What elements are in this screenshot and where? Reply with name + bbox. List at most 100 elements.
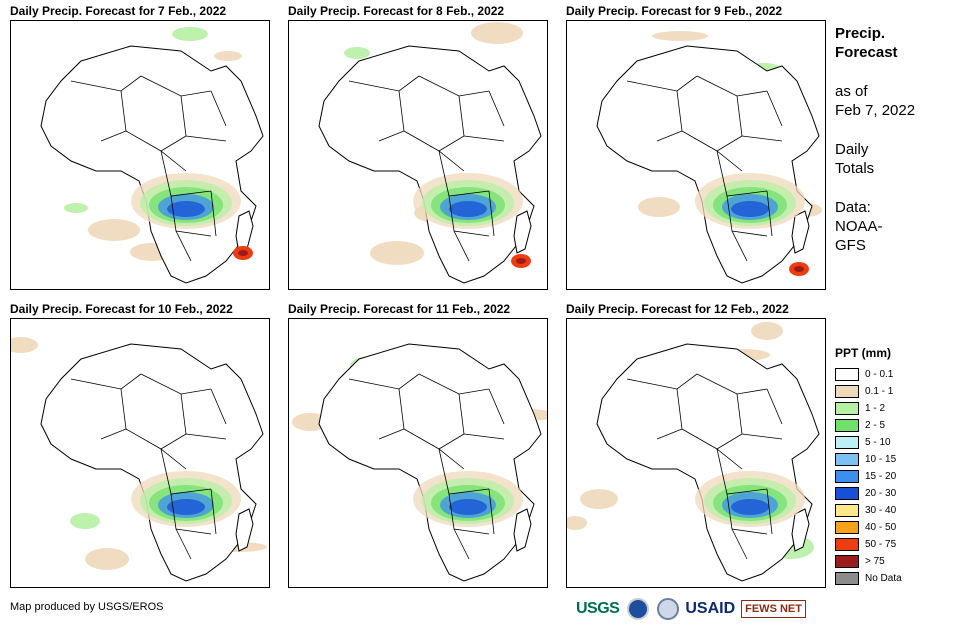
legend-title: PPT (mm) (835, 346, 892, 360)
legend-item: 1 - 2 (835, 400, 960, 417)
precip-patch (85, 548, 129, 570)
country-border (488, 90, 505, 127)
extreme-rain-core (794, 266, 804, 272)
country-border (741, 433, 783, 440)
precip-patch (292, 413, 328, 431)
panel-title: Daily Precip. Forecast for 10 Feb., 2022 (10, 302, 233, 316)
legend-label: 1 - 2 (865, 403, 886, 414)
totals-line2: Totals (835, 160, 875, 177)
legend-item: 30 - 40 (835, 502, 960, 519)
legend-swatch (835, 521, 859, 534)
country-borders (626, 75, 783, 262)
country-border (488, 190, 495, 237)
precip-patch (638, 197, 680, 217)
country-border (741, 135, 783, 142)
country-border (463, 135, 505, 142)
logo-strip: USGS USAID FEWS NET (576, 596, 826, 622)
country-border (488, 388, 505, 425)
madagascar-outline (791, 508, 810, 552)
legend: PPT (mm) 0 - 0.1 0.1 - 1 1 - 2 2 - 5 5 - 10 1… (835, 346, 960, 587)
panel-title: Daily Precip. Forecast for 9 Feb., 2022 (566, 4, 783, 18)
legend-item: 0 - 0.1 (835, 366, 960, 383)
usaid-logo: USAID (685, 600, 736, 617)
legend-label: 30 - 40 (865, 505, 897, 516)
legend-label: 10 - 15 (865, 454, 897, 465)
rain-band (695, 471, 805, 527)
totals-line1: Daily (835, 141, 869, 158)
legend-item: No Data (835, 570, 960, 587)
noaa-logo-icon (627, 598, 650, 620)
legend-swatch (835, 470, 859, 483)
panel-title: Daily Precip. Forecast for 8 Feb., 2022 (288, 4, 505, 18)
legend-swatch (835, 487, 859, 500)
sidebar-info: Precip. Forecast as of Feb 7, 2022 Daily… (835, 24, 965, 273)
precip-patch (344, 47, 370, 59)
country-border (731, 230, 748, 262)
legend-item: 5 - 10 (835, 434, 960, 451)
data-source-line2: NOAA- (835, 218, 883, 235)
rain-band-layer (449, 499, 487, 515)
precip-map (288, 318, 548, 588)
country-border (185, 135, 227, 142)
precip-map (288, 20, 548, 290)
as-of-date: Feb 7, 2022 (835, 102, 916, 119)
country-border (766, 90, 783, 127)
legend-label: 20 - 30 (865, 488, 897, 499)
country-border (185, 433, 227, 440)
country-border (210, 90, 227, 127)
legend-swatch (835, 402, 859, 415)
credit-text: Map produced by USGS/EROS (10, 601, 164, 613)
country-border (766, 388, 783, 425)
legend-swatch (835, 436, 859, 449)
country-border (731, 528, 748, 560)
legend-label: 5 - 10 (865, 437, 891, 448)
precip-patch (214, 51, 242, 61)
country-border (210, 388, 227, 425)
legend-swatch (835, 453, 859, 466)
legend-item: 0.1 - 1 (835, 383, 960, 400)
usgs-logo: USGS (576, 600, 620, 617)
legend-label: 2 - 5 (865, 420, 886, 431)
madagascar-outline (513, 210, 532, 254)
legend-label: No Data (865, 573, 902, 584)
rain-band (131, 471, 241, 527)
precip-map (10, 318, 270, 588)
precip-map (10, 20, 270, 290)
country-border (453, 528, 470, 560)
rain-band (695, 173, 809, 276)
precip-patch (370, 241, 424, 265)
madagascar-outline (513, 508, 532, 552)
data-source-line3: GFS (835, 237, 866, 254)
rain-band-layer (731, 499, 769, 515)
precip-patch (64, 203, 88, 213)
legend-swatch (835, 419, 859, 432)
seal-logo-icon (657, 598, 680, 620)
panel-title: Daily Precip. Forecast for 12 Feb., 2022 (566, 302, 789, 316)
rain-band-layer (731, 201, 769, 217)
legend-label: 50 - 75 (865, 539, 897, 550)
precip-map (566, 318, 826, 588)
data-source-line1: Data: (835, 199, 871, 216)
legend-label: 15 - 20 (865, 471, 897, 482)
country-border (766, 488, 773, 535)
legend-item: 40 - 50 (835, 519, 960, 536)
rain-band-layer (167, 499, 205, 515)
rain-band (413, 471, 523, 527)
extreme-rain-core (516, 258, 526, 264)
country-border (175, 528, 192, 560)
country-borders (348, 373, 505, 560)
country-border (488, 488, 495, 535)
legend-item: 10 - 15 (835, 451, 960, 468)
legend-swatch (835, 504, 859, 517)
precip-patch (11, 337, 38, 353)
country-border (210, 190, 217, 237)
country-borders (70, 75, 227, 262)
country-border (210, 488, 217, 535)
legend-swatch (835, 572, 859, 585)
legend-label: 0.1 - 1 (865, 386, 894, 397)
precip-patch (88, 219, 140, 241)
precip-patch (751, 322, 783, 340)
precip-patch (70, 513, 100, 529)
legend-label: > 75 (865, 556, 885, 567)
legend-label: 40 - 50 (865, 522, 897, 533)
